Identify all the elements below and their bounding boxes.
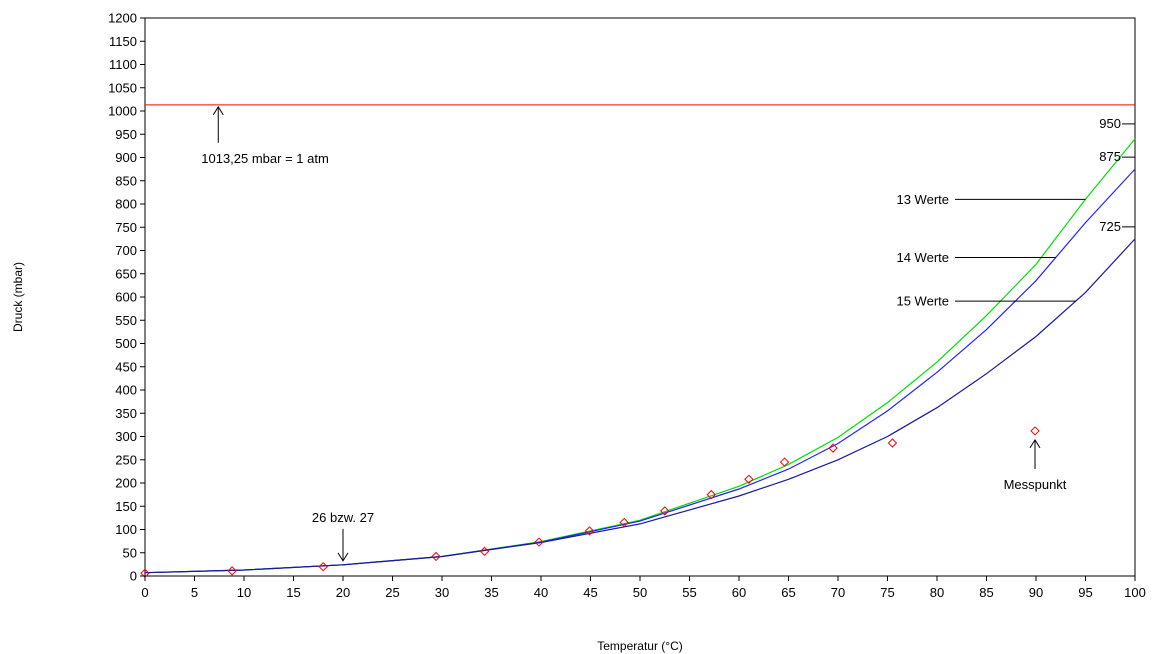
x-tick-label: 25 [385,585,399,600]
y-tick-label: 0 [130,569,137,584]
y-tick-label: 150 [115,499,137,514]
y-tick-label: 1050 [108,80,137,95]
atm-label: 1013,25 mbar = 1 atm [201,151,329,166]
y-tick-label: 100 [115,522,137,537]
x-tick-label: 50 [633,585,647,600]
measurement-point [479,546,490,557]
y-tick-label: 250 [115,452,137,467]
y-tick-label: 950 [115,127,137,142]
x-tick-label: 5 [191,585,198,600]
y-tick-label: 1100 [109,57,137,72]
y-tick-label: 800 [115,197,137,212]
x-axis-ticks: 0 5 10 15 20 25 30 35 40 45 50 55 60 65 70 75 80 85 90 95 10… [141,576,1146,600]
measurement-point [1030,426,1040,436]
series-end-label: 725 [1099,219,1121,234]
series-line-2 [144,238,1136,574]
series-name-label: 15 Werte [896,294,949,309]
atm-arrow [212,105,224,143]
measurement-point [534,537,544,547]
measurement-point [619,517,629,528]
y-tick-label: 900 [115,150,137,165]
messpunkt-arrow [1029,438,1041,469]
series-line-1 [144,168,1136,574]
x-tick-label: 85 [979,585,993,600]
y-tick-label: 1150 [109,34,137,49]
series-end-label: 875 [1099,149,1121,164]
y-tick-label: 400 [115,383,137,398]
y-tick-label: 550 [115,313,137,328]
measurement-point [887,438,898,448]
x-tick-label: 30 [435,585,449,600]
measurement-point [744,474,754,484]
crossing-label: 26 bzw. 27 [312,510,374,525]
measurement-point [779,457,790,467]
series-name-label: 13 Werte [896,192,949,207]
y-tick-label: 600 [115,290,137,305]
y-tick-label: 1000 [108,104,137,119]
measurement-point [431,551,441,562]
y-tick-label: 50 [123,545,137,560]
y-tick-label: 350 [115,406,137,421]
crossing-arrow [337,528,349,562]
series-line-0 [144,138,1136,574]
y-tick-label: 700 [115,243,137,258]
y-tick-label: 300 [115,429,137,444]
x-tick-label: 90 [1029,585,1043,600]
x-tick-label: 70 [831,585,845,600]
messpunkt-arrow-head [1029,438,1041,449]
x-tick-label: 80 [930,585,944,600]
series-end-label: 950 [1099,116,1121,131]
x-tick-label: 20 [336,585,350,600]
y-tick-label: 500 [115,336,137,351]
x-tick-label: 100 [1124,585,1146,600]
x-tick-label: 10 [237,585,251,600]
x-axis-label: Temperatur (°C) [597,639,682,653]
x-tick-label: 15 [286,585,300,600]
x-tick-label: 45 [583,585,597,600]
y-tick-label: 650 [115,266,137,281]
y-tick-label: 1200 [108,11,137,26]
measurement-point [318,561,328,572]
x-tick-label: 55 [682,585,696,600]
y-axis-ticks: 0 50 100 150 200 250 300 350 400 450 500 550 600 650 7… [108,11,145,584]
y-tick-label: 750 [115,220,137,235]
measurement-point [584,526,595,536]
atm-arrow-head [212,105,224,116]
x-tick-label: 65 [781,585,795,600]
series-layer [144,138,1136,574]
measurement-point [660,506,670,516]
y-tick-label: 200 [115,476,137,491]
messpunkt-label: Messpunkt [1004,477,1067,492]
x-tick-label: 60 [732,585,746,600]
x-tick-label: 75 [880,585,894,600]
y-tick-label: 850 [115,173,137,188]
series-name-label: 14 Werte [896,250,949,265]
measurement-point [828,443,838,453]
measurement-points-layer [140,426,1040,578]
x-tick-label: 0 [141,585,148,600]
y-axis-label: Druck (mbar) [11,262,25,332]
annotations-layer: 1013,25 mbar = 1 atm 26 bzw. 27 Messpunkt 1… [201,105,1135,562]
x-tick-label: 40 [534,585,548,600]
x-tick-label: 95 [1078,585,1092,600]
measurement-point [706,489,716,500]
plot-frame [144,17,1136,577]
crossing-arrow-head [337,552,349,562]
measurement-point [227,566,237,576]
y-tick-label: 450 [115,359,137,374]
x-tick-label: 35 [484,585,498,600]
